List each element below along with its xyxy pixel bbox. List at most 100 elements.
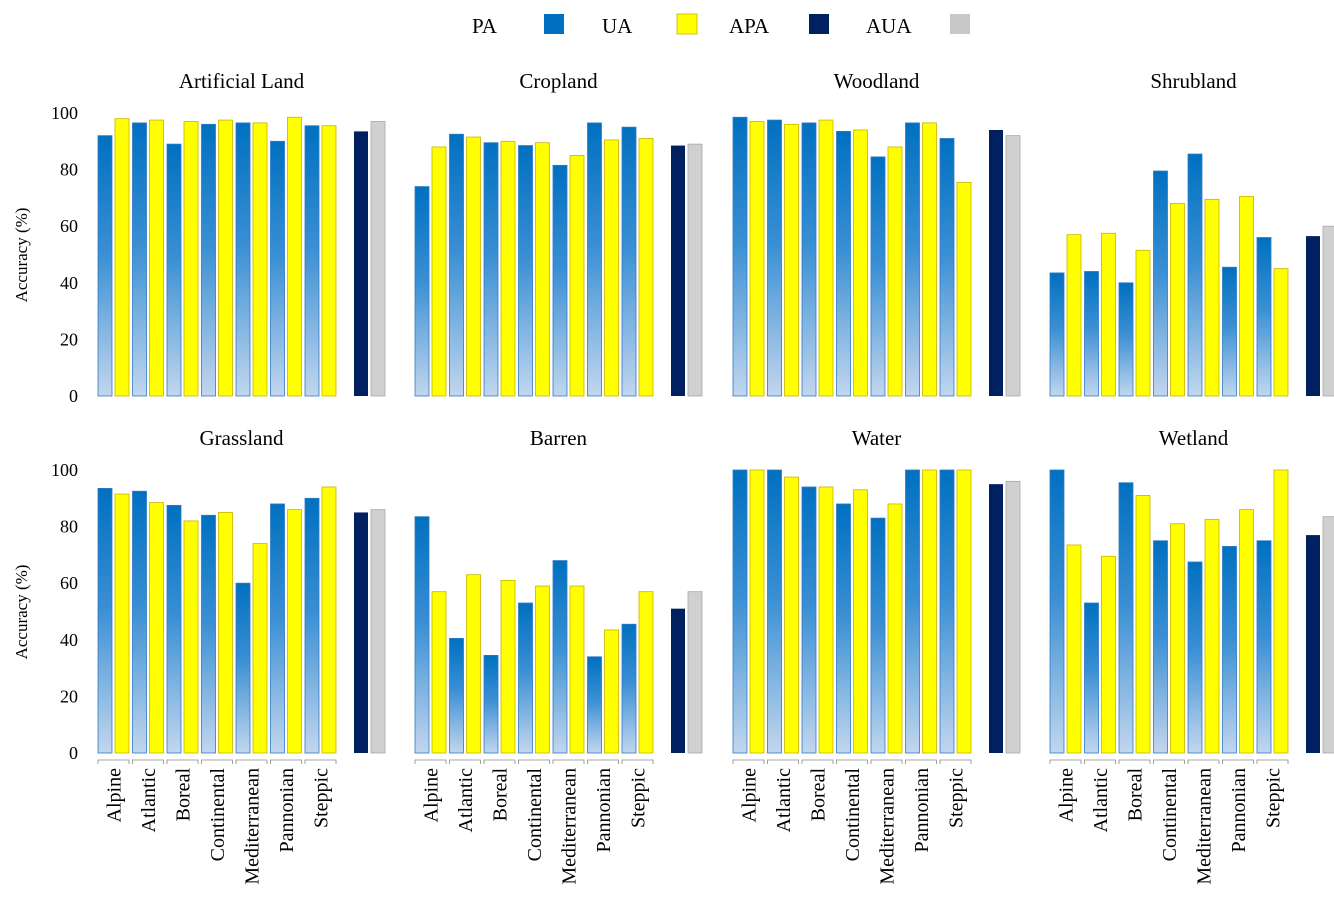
bar-ua-continental bbox=[1170, 523, 1185, 754]
bar-ua-atlantic bbox=[1101, 555, 1116, 754]
bar-apa bbox=[1306, 535, 1320, 753]
bar-ua-boreal bbox=[500, 140, 516, 397]
category-label-mediterranean: Mediterranean bbox=[877, 768, 899, 885]
bar-aua bbox=[687, 143, 703, 397]
bar-ua-pannonian bbox=[922, 469, 937, 754]
category-bracket bbox=[270, 759, 302, 764]
panel-cropland: Cropland bbox=[414, 69, 703, 397]
bar-pa-pannonian bbox=[587, 656, 602, 754]
bar-ua-pannonian bbox=[604, 139, 619, 397]
category-bracket bbox=[732, 759, 765, 764]
legend-label-ua: UA bbox=[602, 14, 633, 38]
category-label-steppic: Steppic bbox=[946, 768, 968, 828]
bar-ua-atlantic bbox=[1101, 232, 1116, 397]
bar-ua-continental bbox=[218, 119, 233, 397]
bar-aua bbox=[1322, 516, 1334, 754]
bar-pa-continental bbox=[836, 503, 851, 754]
bar-pa-alpine bbox=[414, 186, 430, 397]
bar-ua-alpine bbox=[1066, 544, 1082, 754]
bar-ua-mediterranean bbox=[252, 122, 268, 397]
bar-ua-alpine bbox=[749, 469, 765, 754]
category-label-continental: Continental bbox=[842, 768, 864, 862]
category-label-alpine: Alpine bbox=[421, 768, 443, 823]
bar-pa-mediterranean bbox=[235, 582, 251, 754]
bar-pa-continental bbox=[518, 602, 533, 754]
bar-pa-alpine bbox=[732, 469, 748, 754]
category-label-steppic: Steppic bbox=[1263, 768, 1285, 828]
bar-aua bbox=[1322, 225, 1334, 397]
category-label-boreal: Boreal bbox=[1125, 768, 1147, 822]
bar-pa-continental bbox=[201, 123, 216, 397]
category-bracket bbox=[304, 759, 337, 764]
bar-ua-alpine bbox=[431, 591, 447, 754]
bar-ua-steppic bbox=[321, 125, 337, 397]
bar-ua-steppic bbox=[638, 138, 654, 397]
bar-pa-alpine bbox=[732, 116, 748, 397]
bar-pa-mediterranean bbox=[552, 560, 568, 754]
category-label-steppic: Steppic bbox=[311, 768, 333, 828]
y-tick-label: 80 bbox=[60, 160, 78, 180]
category-bracket bbox=[518, 759, 550, 764]
legend-label-pa: PA bbox=[472, 14, 498, 38]
bar-ua-alpine bbox=[114, 118, 130, 397]
bar-ua-boreal bbox=[1135, 249, 1151, 397]
category-label-pannonian: Pannonian bbox=[911, 768, 933, 852]
legend-swatch-pa bbox=[544, 14, 564, 34]
bar-pa-mediterranean bbox=[870, 517, 886, 754]
bar-pa-alpine bbox=[97, 487, 113, 754]
category-label-alpine: Alpine bbox=[104, 768, 126, 823]
bar-ua-atlantic bbox=[149, 119, 164, 397]
category-bracket bbox=[1256, 759, 1289, 764]
bar-apa bbox=[354, 512, 368, 753]
bar-ua-atlantic bbox=[466, 136, 481, 397]
bar-pa-steppic bbox=[621, 623, 637, 754]
bar-ua-alpine bbox=[1066, 234, 1082, 397]
category-label-pannonian: Pannonian bbox=[1228, 768, 1250, 852]
bar-pa-steppic bbox=[304, 497, 320, 754]
legend-swatch-ua bbox=[676, 13, 698, 35]
category-bracket bbox=[166, 759, 199, 764]
bar-pa-alpine bbox=[97, 135, 113, 397]
category-label-mediterranean: Mediterranean bbox=[559, 768, 581, 885]
category-label-mediterranean: Mediterranean bbox=[1194, 768, 1216, 885]
bar-ua-steppic bbox=[956, 469, 972, 754]
category-label-atlantic: Atlantic bbox=[1090, 768, 1112, 833]
category-bracket bbox=[836, 759, 868, 764]
bar-ua-steppic bbox=[1273, 469, 1289, 754]
bar-pa-continental bbox=[1153, 540, 1168, 754]
bar-aua bbox=[370, 509, 386, 754]
bar-aua bbox=[1005, 135, 1021, 397]
bar-ua-boreal bbox=[1135, 495, 1151, 754]
bar-pa-atlantic bbox=[767, 469, 782, 754]
legend-label-aua: AUA bbox=[866, 14, 912, 38]
panel-wetland: Wetland Alpine Atlantic Boreal Continental Me… bbox=[1049, 426, 1334, 885]
panel-title: Grassland bbox=[200, 426, 284, 450]
bar-ua-pannonian bbox=[922, 122, 937, 397]
category-bracket bbox=[870, 759, 903, 764]
bar-ua-steppic bbox=[321, 486, 337, 754]
bar-ua-steppic bbox=[1273, 268, 1289, 397]
bar-pa-pannonian bbox=[905, 469, 920, 754]
bar-ua-pannonian bbox=[287, 509, 302, 754]
category-bracket bbox=[132, 759, 164, 764]
bar-pa-pannonian bbox=[1222, 546, 1237, 754]
bar-ua-alpine bbox=[114, 493, 130, 754]
bar-ua-atlantic bbox=[149, 502, 164, 754]
bar-ua-mediterranean bbox=[569, 155, 585, 397]
bar-pa-pannonian bbox=[1222, 266, 1237, 397]
bar-pa-boreal bbox=[1118, 482, 1134, 754]
bar-pa-continental bbox=[836, 130, 851, 397]
bar-pa-atlantic bbox=[767, 119, 782, 397]
bar-pa-atlantic bbox=[132, 122, 147, 397]
bar-pa-mediterranean bbox=[552, 164, 568, 397]
category-label-continental: Continental bbox=[207, 768, 229, 862]
bar-pa-continental bbox=[201, 514, 216, 754]
y-tick-label: 20 bbox=[60, 329, 78, 349]
bar-ua-continental bbox=[853, 489, 868, 754]
bar-pa-steppic bbox=[304, 125, 320, 397]
y-tick-label: 40 bbox=[60, 273, 78, 293]
bar-ua-boreal bbox=[818, 486, 834, 754]
category-bracket bbox=[414, 759, 447, 764]
category-bracket bbox=[449, 759, 481, 764]
category-bracket bbox=[235, 759, 268, 764]
